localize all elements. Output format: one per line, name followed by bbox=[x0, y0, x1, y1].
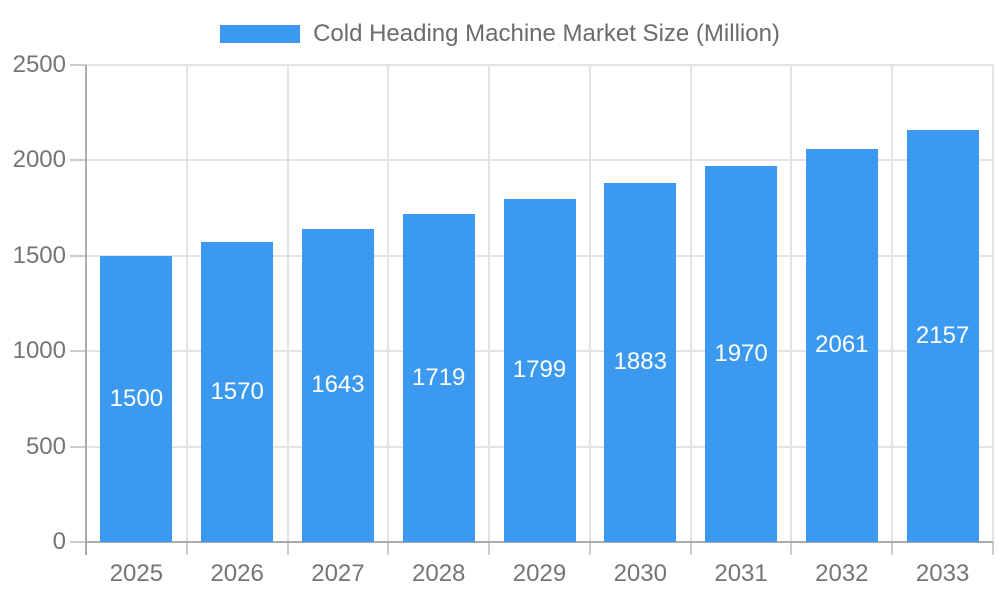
y-axis-tick bbox=[70, 64, 86, 66]
bar-2030[interactable]: 1883 bbox=[604, 182, 677, 542]
y-axis-label: 1500 bbox=[12, 241, 66, 269]
legend-label: Cold Heading Machine Market Size (Millio… bbox=[313, 20, 780, 47]
y-axis-tick bbox=[70, 159, 86, 162]
x-axis-tick bbox=[992, 542, 994, 555]
x-axis-tick bbox=[689, 542, 692, 555]
x-axis-line bbox=[86, 541, 993, 543]
bar-value-label: 1970 bbox=[714, 340, 768, 368]
y-axis-tick bbox=[70, 254, 86, 257]
bar-value-label: 1500 bbox=[109, 384, 164, 412]
y-axis-tick bbox=[70, 445, 86, 448]
bar-value-label: 1643 bbox=[311, 371, 365, 399]
bar-2033[interactable]: 2157 bbox=[906, 130, 979, 542]
x-axis-label: 2033 bbox=[915, 560, 970, 587]
legend-swatch bbox=[220, 25, 301, 43]
x-axis-tick bbox=[891, 542, 894, 555]
bar-2027[interactable]: 1643 bbox=[301, 228, 374, 542]
x-gridline bbox=[891, 65, 894, 542]
x-gridline bbox=[992, 65, 994, 542]
bar-2032[interactable]: 2061 bbox=[805, 148, 878, 542]
x-axis-tick bbox=[387, 542, 390, 555]
x-axis-tick bbox=[790, 542, 793, 555]
y-axis-tick bbox=[70, 350, 86, 353]
bar-value-label: 2061 bbox=[815, 331, 869, 359]
x-axis-label: 2025 bbox=[109, 560, 164, 587]
x-axis-label: 2029 bbox=[512, 560, 567, 587]
legend-item[interactable]: Cold Heading Machine Market Size (Millio… bbox=[0, 20, 1000, 48]
x-axis-label: 2031 bbox=[714, 560, 768, 587]
x-axis-label: 2026 bbox=[210, 560, 264, 587]
x-axis-label: 2032 bbox=[815, 560, 869, 587]
bar-value-label: 1570 bbox=[210, 378, 264, 406]
x-gridline bbox=[588, 65, 591, 542]
bar-value-label: 1883 bbox=[613, 348, 667, 376]
x-gridline bbox=[185, 65, 188, 542]
x-gridline bbox=[488, 65, 491, 542]
x-axis-tick bbox=[185, 542, 188, 555]
y-axis-line bbox=[85, 65, 87, 555]
x-gridline bbox=[387, 65, 390, 542]
bar-2028[interactable]: 1719 bbox=[402, 214, 475, 542]
bar-value-label: 2157 bbox=[915, 322, 970, 350]
x-axis-label: 2027 bbox=[311, 560, 365, 587]
y-axis-label: 2500 bbox=[12, 51, 66, 78]
x-gridline bbox=[689, 65, 692, 542]
y-axis-label: 2000 bbox=[12, 146, 66, 174]
bar-value-label: 1719 bbox=[412, 363, 466, 391]
bar-2031[interactable]: 1970 bbox=[705, 166, 778, 542]
bar-2029[interactable]: 1799 bbox=[503, 198, 576, 542]
y-axis-label: 0 bbox=[52, 528, 66, 555]
bar-value-label: 1799 bbox=[512, 356, 567, 384]
x-axis-tick bbox=[286, 542, 289, 555]
x-gridline bbox=[286, 65, 289, 542]
x-axis-label: 2028 bbox=[412, 560, 466, 587]
x-axis-tick bbox=[488, 542, 491, 555]
bar-2025[interactable]: 1500 bbox=[100, 255, 173, 542]
x-gridline bbox=[790, 65, 793, 542]
y-axis-tick bbox=[70, 541, 86, 543]
x-axis-label: 2030 bbox=[613, 560, 667, 587]
y-axis-label: 1000 bbox=[12, 337, 66, 365]
x-axis-tick bbox=[588, 542, 591, 555]
y-gridline bbox=[86, 64, 993, 66]
bar-2026[interactable]: 1570 bbox=[201, 242, 274, 542]
y-gridline bbox=[86, 159, 993, 162]
y-axis-label: 500 bbox=[25, 432, 66, 460]
